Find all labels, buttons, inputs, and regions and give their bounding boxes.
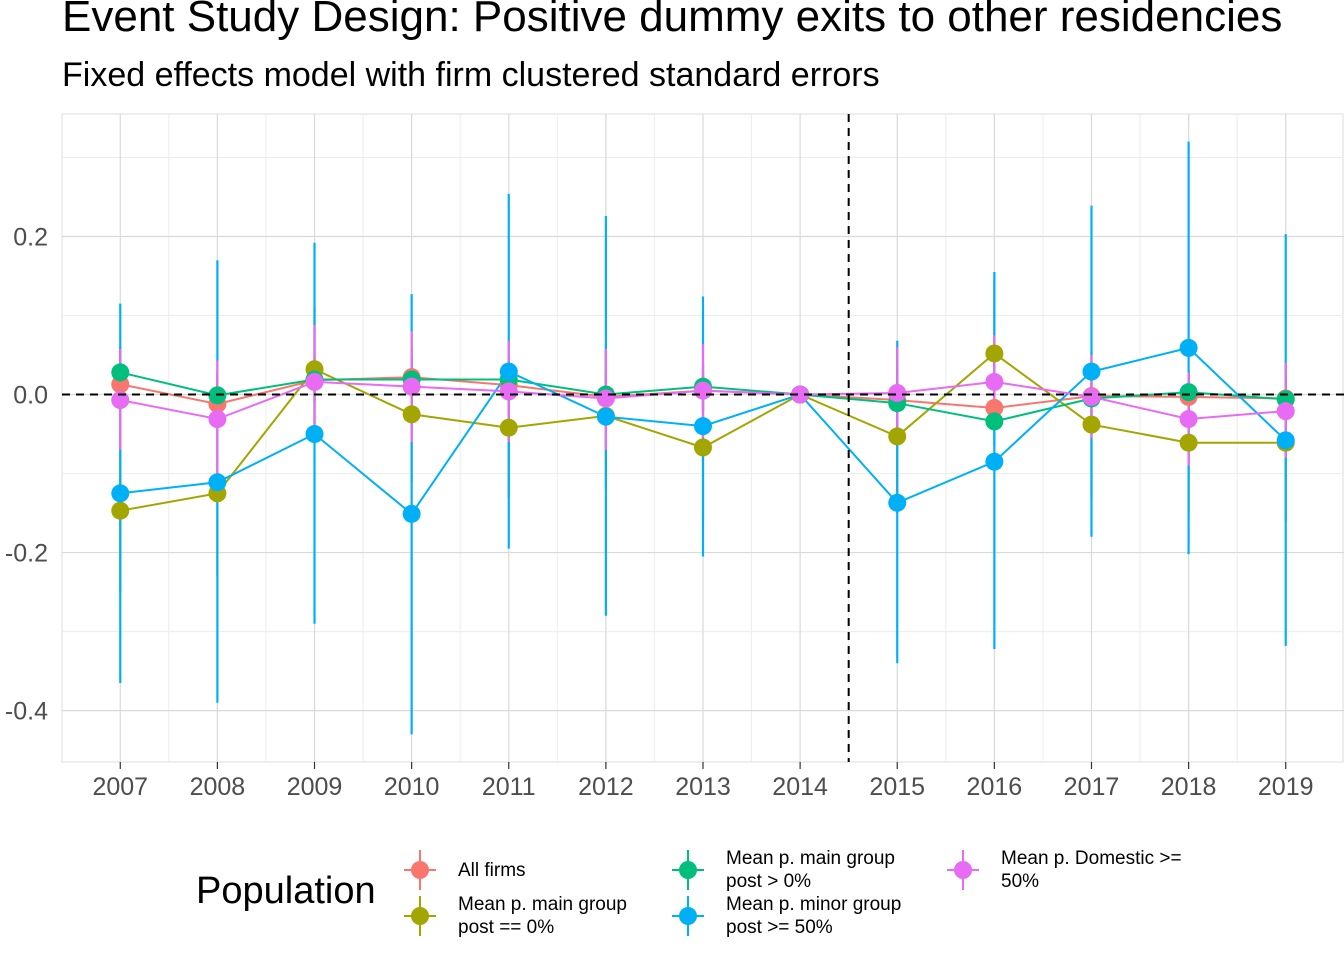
legend-key-icon: [672, 896, 704, 936]
y-tick-label: 0.0: [13, 382, 48, 410]
x-tick-label: 2011: [482, 773, 536, 801]
data-point: [111, 391, 130, 410]
y-tick-label: -0.2: [5, 540, 48, 568]
x-tick-label: 2018: [1161, 773, 1217, 801]
data-point: [1082, 362, 1101, 381]
legend-item: Mean p. main group post > 0%: [668, 844, 895, 896]
chart-subtitle: Fixed effects model with firm clustered …: [62, 56, 880, 94]
x-tick-label: 2014: [772, 773, 828, 801]
data-point: [888, 493, 907, 512]
x-tick-label: 2016: [967, 773, 1023, 801]
data-point: [499, 382, 518, 401]
data-point: [1276, 402, 1295, 421]
legend-label: Mean p. main group post == 0%: [458, 894, 627, 938]
data-point: [694, 438, 712, 457]
x-tick-label: 2007: [92, 773, 148, 801]
data-point: [1082, 415, 1101, 434]
legend-label: Mean p. Domestic >= 50%: [1001, 848, 1182, 892]
x-tick-label: 2012: [578, 773, 634, 801]
x-tick-label: 2017: [1064, 773, 1120, 801]
legend-item: Mean p. Domestic >= 50%: [943, 844, 1182, 896]
data-point: [1179, 433, 1198, 452]
x-tick-label: 2019: [1258, 773, 1314, 801]
data-point: [402, 377, 421, 396]
legend-key-icon: [947, 850, 979, 890]
x-tick-label: 2009: [287, 773, 343, 801]
data-point: [985, 412, 1004, 431]
data-point: [596, 407, 615, 426]
data-point: [208, 473, 227, 492]
data-point: [208, 410, 227, 429]
legend-key-icon: [404, 896, 436, 936]
data-point: [1276, 431, 1295, 450]
data-point: [402, 405, 421, 424]
data-point: [888, 427, 907, 446]
data-point: [985, 452, 1004, 471]
legend-item: Mean p. main group post == 0%: [400, 890, 627, 942]
data-point: [888, 383, 907, 402]
data-point: [1179, 383, 1198, 402]
data-point: [305, 372, 324, 391]
data-point: [305, 425, 324, 444]
legend-key-icon: [672, 850, 704, 890]
legend-item: All firms: [400, 844, 526, 896]
data-point: [985, 398, 1004, 417]
legend-label: Mean p. minor group post >= 50%: [726, 894, 902, 938]
data-point: [791, 385, 810, 404]
data-point: [1082, 387, 1101, 406]
y-tick-label: 0.2: [13, 223, 48, 251]
data-point: [111, 501, 130, 520]
legend-key-icon: [404, 850, 436, 890]
y-tick-label: -0.4: [5, 698, 48, 726]
data-point: [985, 372, 1004, 391]
x-tick-label: 2008: [190, 773, 246, 801]
legend-label: All firms: [458, 859, 526, 881]
data-point: [499, 418, 518, 437]
data-point: [111, 484, 130, 503]
x-tick-label: 2010: [384, 773, 440, 801]
data-point: [1179, 338, 1198, 357]
legend-title: Population: [196, 870, 376, 912]
data-point: [596, 389, 615, 408]
data-point: [694, 417, 712, 436]
data-point: [499, 362, 518, 381]
x-tick-label: 2013: [675, 773, 731, 801]
legend-item: Mean p. minor group post >= 50%: [668, 890, 901, 942]
legend-label: Mean p. main group post > 0%: [726, 848, 895, 892]
chart-title: Event Study Design: Positive dummy exits…: [62, 0, 1283, 41]
data-point: [1179, 410, 1198, 429]
x-tick-label: 2015: [869, 773, 925, 801]
data-point: [694, 381, 712, 400]
data-point: [111, 363, 130, 382]
data-point: [402, 504, 421, 523]
data-point: [985, 344, 1004, 363]
